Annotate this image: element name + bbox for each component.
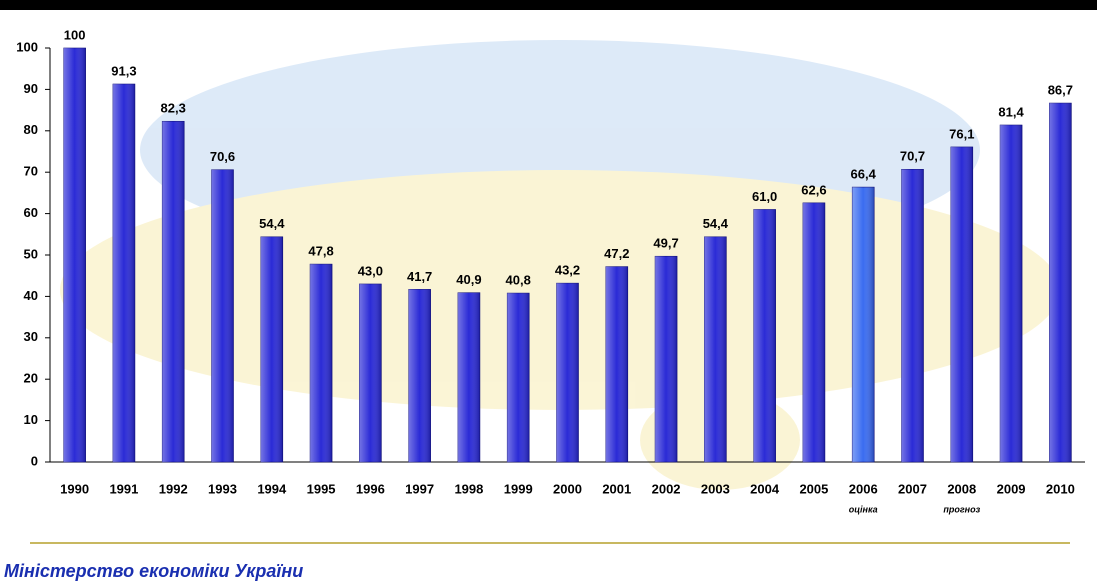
y-tick-label: 20 (24, 371, 38, 386)
bar-shade (507, 293, 530, 462)
bar-shade (310, 264, 333, 462)
value-label: 40,8 (506, 273, 531, 288)
bar-shade (901, 169, 924, 462)
value-label: 49,7 (653, 236, 678, 251)
value-label: 40,9 (456, 272, 481, 287)
bar-shade (359, 283, 382, 462)
bar-shade (802, 202, 825, 462)
value-label: 43,2 (555, 263, 580, 278)
value-label: 47,8 (308, 244, 333, 259)
value-label: 82,3 (161, 101, 186, 116)
value-label: 54,4 (259, 216, 285, 231)
value-label: 86,7 (1048, 82, 1073, 97)
x-tick-label: 1999 (504, 481, 533, 496)
value-label: 70,7 (900, 149, 925, 164)
bar-shade (457, 292, 480, 462)
value-label: 61,0 (752, 189, 777, 204)
value-label: 76,1 (949, 126, 974, 141)
footer: Міністерство економіки України (4, 561, 303, 581)
y-tick-label: 60 (24, 205, 38, 220)
x-tick-label: 2008 (947, 481, 976, 496)
y-tick-label: 100 (16, 39, 38, 54)
value-label: 54,4 (703, 216, 729, 231)
x-tick-label: 1993 (208, 481, 237, 496)
x-tick-label: 2009 (997, 481, 1026, 496)
value-label: 91,3 (111, 63, 136, 78)
bar-shade (655, 256, 678, 462)
value-label: 66,4 (851, 167, 877, 182)
y-tick-label: 70 (24, 164, 38, 179)
x-tick-label: 1991 (109, 481, 138, 496)
value-label: 70,6 (210, 149, 235, 164)
x-tick-label: 1992 (159, 481, 188, 496)
bar-shade (162, 121, 185, 462)
bar-shade (852, 187, 875, 462)
bar-shade (112, 84, 135, 462)
x-tick-label: 1990 (60, 481, 89, 496)
y-tick-label: 40 (24, 288, 38, 303)
bar-shade (605, 266, 628, 462)
x-tick-label: 1996 (356, 481, 385, 496)
value-label: 100 (64, 27, 86, 42)
bar-shade (260, 236, 283, 462)
x-tick-label: 1994 (257, 481, 287, 496)
x-tick-label: 2003 (701, 481, 730, 496)
value-label: 47,2 (604, 246, 629, 261)
x-tick-label: 2005 (799, 481, 828, 496)
annotation: оцінка (849, 504, 878, 514)
bar-shade (1049, 103, 1072, 462)
bar-shade (950, 146, 973, 463)
y-tick-label: 0 (31, 453, 38, 468)
value-label: 81,4 (998, 104, 1024, 119)
y-tick-label: 10 (24, 412, 38, 427)
value-label: 62,6 (801, 182, 826, 197)
top-bar (0, 0, 1097, 10)
y-tick-label: 90 (24, 81, 38, 96)
bar-shade (63, 48, 86, 462)
x-tick-label: 2000 (553, 481, 582, 496)
value-label: 43,0 (358, 263, 383, 278)
x-tick-label: 2002 (652, 481, 681, 496)
x-tick-label: 2007 (898, 481, 927, 496)
x-tick-label: 1995 (307, 481, 336, 496)
bar-shade (556, 283, 579, 462)
x-tick-label: 2004 (750, 481, 780, 496)
x-tick-label: 2001 (602, 481, 631, 496)
bar-shade (1000, 125, 1023, 462)
x-tick-label: 2010 (1046, 481, 1075, 496)
annotation: прогноз (943, 504, 980, 514)
x-tick-label: 1997 (405, 481, 434, 496)
y-tick-label: 30 (24, 329, 38, 344)
y-tick-label: 80 (24, 122, 38, 137)
x-tick-label: 2006 (849, 481, 878, 496)
value-label: 41,7 (407, 269, 432, 284)
bar-shade (753, 209, 776, 462)
y-tick-label: 50 (24, 246, 38, 261)
bar-shade (408, 289, 431, 462)
bar-shade (211, 169, 234, 462)
bar-shade (704, 236, 727, 462)
x-tick-label: 1998 (454, 481, 483, 496)
